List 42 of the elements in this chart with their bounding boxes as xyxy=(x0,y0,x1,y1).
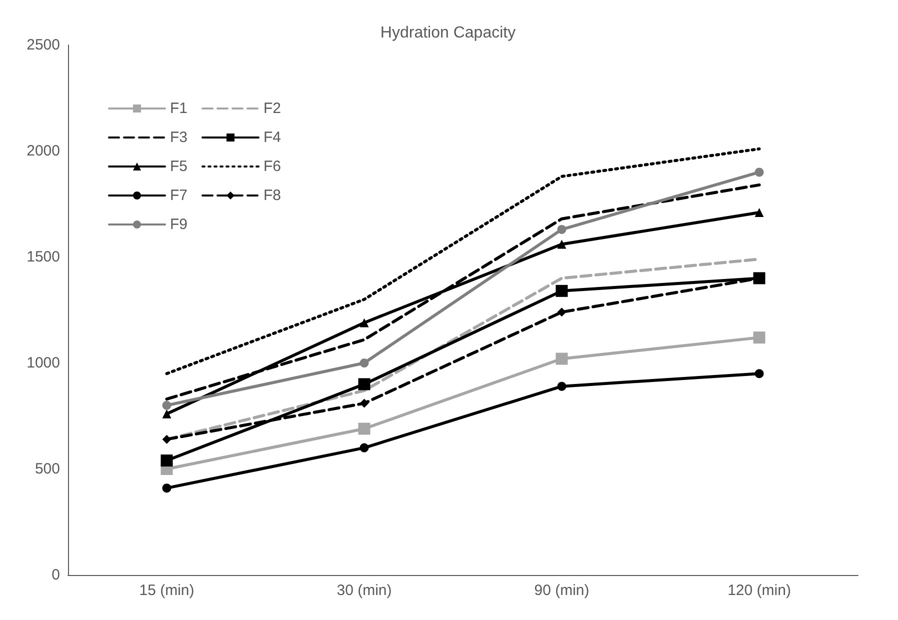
legend-label: F1 xyxy=(170,100,188,117)
point xyxy=(557,224,566,234)
point xyxy=(162,434,172,444)
point xyxy=(360,318,369,328)
x-tick-label: 30 (min) xyxy=(336,582,392,599)
chart-title: Hydration Capacity xyxy=(380,24,516,42)
legend-label: F7 xyxy=(170,187,188,204)
point xyxy=(556,352,568,365)
point xyxy=(754,369,764,378)
y-tick-label: 500 xyxy=(34,460,60,478)
point xyxy=(358,378,370,390)
legend-label: F8 xyxy=(264,187,282,204)
x-tick-label: 90 (min) xyxy=(534,582,590,599)
y-tick-label: 2500 xyxy=(26,36,60,54)
point xyxy=(162,484,172,493)
point xyxy=(754,168,764,177)
legend-label: F3 xyxy=(170,129,188,146)
point xyxy=(360,398,369,408)
point xyxy=(358,422,370,435)
point xyxy=(557,382,566,391)
point xyxy=(556,284,568,297)
point xyxy=(557,240,566,249)
legend-label: F5 xyxy=(170,158,188,175)
y-tick-label: 1500 xyxy=(26,248,60,266)
x-tick-label: 15 (min) xyxy=(139,582,194,599)
point xyxy=(753,332,766,344)
point xyxy=(360,443,369,452)
y-tick-label: 1000 xyxy=(26,354,60,372)
point xyxy=(360,358,369,368)
legend-label: F6 xyxy=(264,158,282,175)
line-series xyxy=(165,147,761,376)
y-tick-label: 0 xyxy=(52,566,60,584)
legend-label: F4 xyxy=(264,129,282,146)
y-tick-label: 2000 xyxy=(26,142,60,160)
point xyxy=(162,400,172,410)
point xyxy=(557,308,566,317)
x-tick-label: 120 (min) xyxy=(728,582,791,599)
legend-label: F2 xyxy=(264,100,282,117)
point xyxy=(754,208,764,217)
point xyxy=(160,454,173,467)
legend-label: F9 xyxy=(170,216,188,233)
point xyxy=(162,409,172,418)
